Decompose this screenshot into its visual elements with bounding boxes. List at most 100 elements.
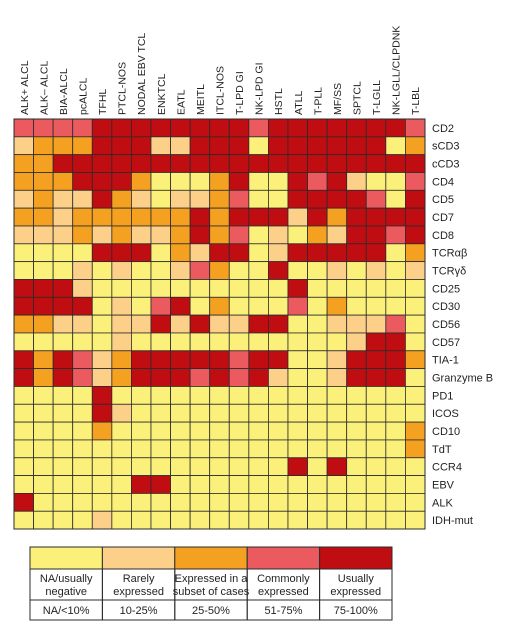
heatmap-cell <box>268 439 289 459</box>
heatmap-cell <box>91 403 113 423</box>
heatmap-cell <box>209 243 230 263</box>
heatmap-cell <box>52 279 74 298</box>
heatmap-cell <box>346 421 367 441</box>
heatmap-cell <box>287 368 308 387</box>
row-label: EBV <box>432 480 455 492</box>
heatmap-cell <box>52 475 74 494</box>
heatmap-cell <box>72 279 93 298</box>
row-label: CD4 <box>432 176 454 188</box>
heatmap-cell <box>33 243 54 263</box>
heatmap-cell <box>111 118 132 138</box>
heatmap-cell <box>228 368 250 387</box>
heatmap-cell <box>170 475 191 494</box>
heatmap-cell <box>189 189 211 209</box>
heatmap-cell <box>209 261 230 280</box>
heatmap-cell <box>52 207 74 227</box>
heatmap-cell <box>91 172 113 191</box>
heatmap-cell <box>326 118 348 138</box>
heatmap-cell <box>326 136 348 156</box>
heatmap-cell <box>33 261 54 280</box>
heatmap-cell <box>33 475 54 494</box>
heatmap-cell <box>170 118 191 138</box>
heatmap-cell <box>170 332 191 352</box>
heatmap-cell <box>326 172 348 191</box>
heatmap-cell <box>170 261 191 280</box>
heatmap-cell <box>209 279 230 298</box>
column-label: ITCL-NOS <box>214 66 226 115</box>
heatmap-cell <box>150 172 171 191</box>
heatmap-cells <box>13 118 426 530</box>
heatmap-cell <box>189 332 211 352</box>
heatmap-cell <box>248 332 269 352</box>
heatmap-cell <box>72 510 93 530</box>
heatmap-cell <box>326 439 348 459</box>
heatmap-cell <box>287 421 308 441</box>
heatmap-cell <box>33 154 54 173</box>
heatmap-cell <box>287 279 308 298</box>
column-labels: ALK+ ALCL ALK– ALCL BIA-ALCL pcALCL TFHL PTCL… <box>19 26 422 115</box>
heatmap-cell <box>365 189 387 209</box>
heatmap-cell <box>91 207 113 227</box>
heatmap-cell <box>307 493 328 512</box>
heatmap-cell <box>209 207 230 227</box>
heatmap-cell <box>170 510 191 530</box>
heatmap-cell <box>111 154 132 173</box>
heatmap-cell <box>268 136 289 156</box>
heatmap-cell <box>268 279 289 298</box>
heatmap-cell <box>13 279 34 298</box>
heatmap-cell <box>307 386 328 405</box>
heatmap-cell <box>248 261 269 280</box>
heatmap-cell <box>268 368 289 387</box>
heatmap-cell <box>326 421 348 441</box>
heatmap-cell <box>248 314 269 334</box>
heatmap-cell <box>52 243 74 263</box>
heatmap-cell <box>33 189 54 209</box>
heatmap-cell <box>150 136 171 156</box>
heatmap-cell <box>248 439 269 459</box>
heatmap-cell <box>228 403 250 423</box>
heatmap-cell <box>150 368 171 387</box>
row-label: CD25 <box>432 283 460 295</box>
heatmap-cell <box>268 332 289 352</box>
heatmap-cell <box>307 279 328 298</box>
heatmap-cell <box>111 136 132 156</box>
heatmap-cell <box>404 386 426 405</box>
legend-range: 10-25% <box>120 605 158 617</box>
heatmap-cell <box>326 510 348 530</box>
heatmap-cell <box>111 457 132 476</box>
heatmap-cell <box>385 386 406 405</box>
heatmap-cell <box>72 314 93 334</box>
heatmap-cell <box>365 510 387 530</box>
heatmap-cell <box>365 154 387 173</box>
heatmap-cell <box>33 439 54 459</box>
heatmap-cell <box>346 350 367 370</box>
heatmap-cell <box>52 368 74 387</box>
heatmap-cell <box>52 261 74 280</box>
heatmap-cell <box>13 207 34 227</box>
heatmap-cell <box>52 421 74 441</box>
heatmap-cell <box>91 475 113 494</box>
heatmap-cell <box>228 421 250 441</box>
legend-range: 25-50% <box>192 605 230 617</box>
row-label: CD7 <box>432 212 454 224</box>
heatmap-cell <box>346 296 367 316</box>
heatmap-cell <box>248 421 269 441</box>
heatmap-cell <box>346 439 367 459</box>
heatmap-cell <box>385 189 406 209</box>
heatmap-cell <box>33 314 54 334</box>
heatmap-cell <box>189 314 211 334</box>
row-label: CD5 <box>432 194 454 206</box>
heatmap-cell <box>170 314 191 334</box>
heatmap-cell <box>13 136 34 156</box>
heatmap-cell <box>326 314 348 334</box>
heatmap-cell <box>189 439 211 459</box>
heatmap-cell <box>209 332 230 352</box>
heatmap-cell <box>91 332 113 352</box>
heatmap-cell <box>365 136 387 156</box>
heatmap-cell <box>346 261 367 280</box>
heatmap-cell <box>72 439 93 459</box>
heatmap-cell <box>91 368 113 387</box>
heatmap-cell <box>307 510 328 530</box>
heatmap-cell <box>365 225 387 245</box>
